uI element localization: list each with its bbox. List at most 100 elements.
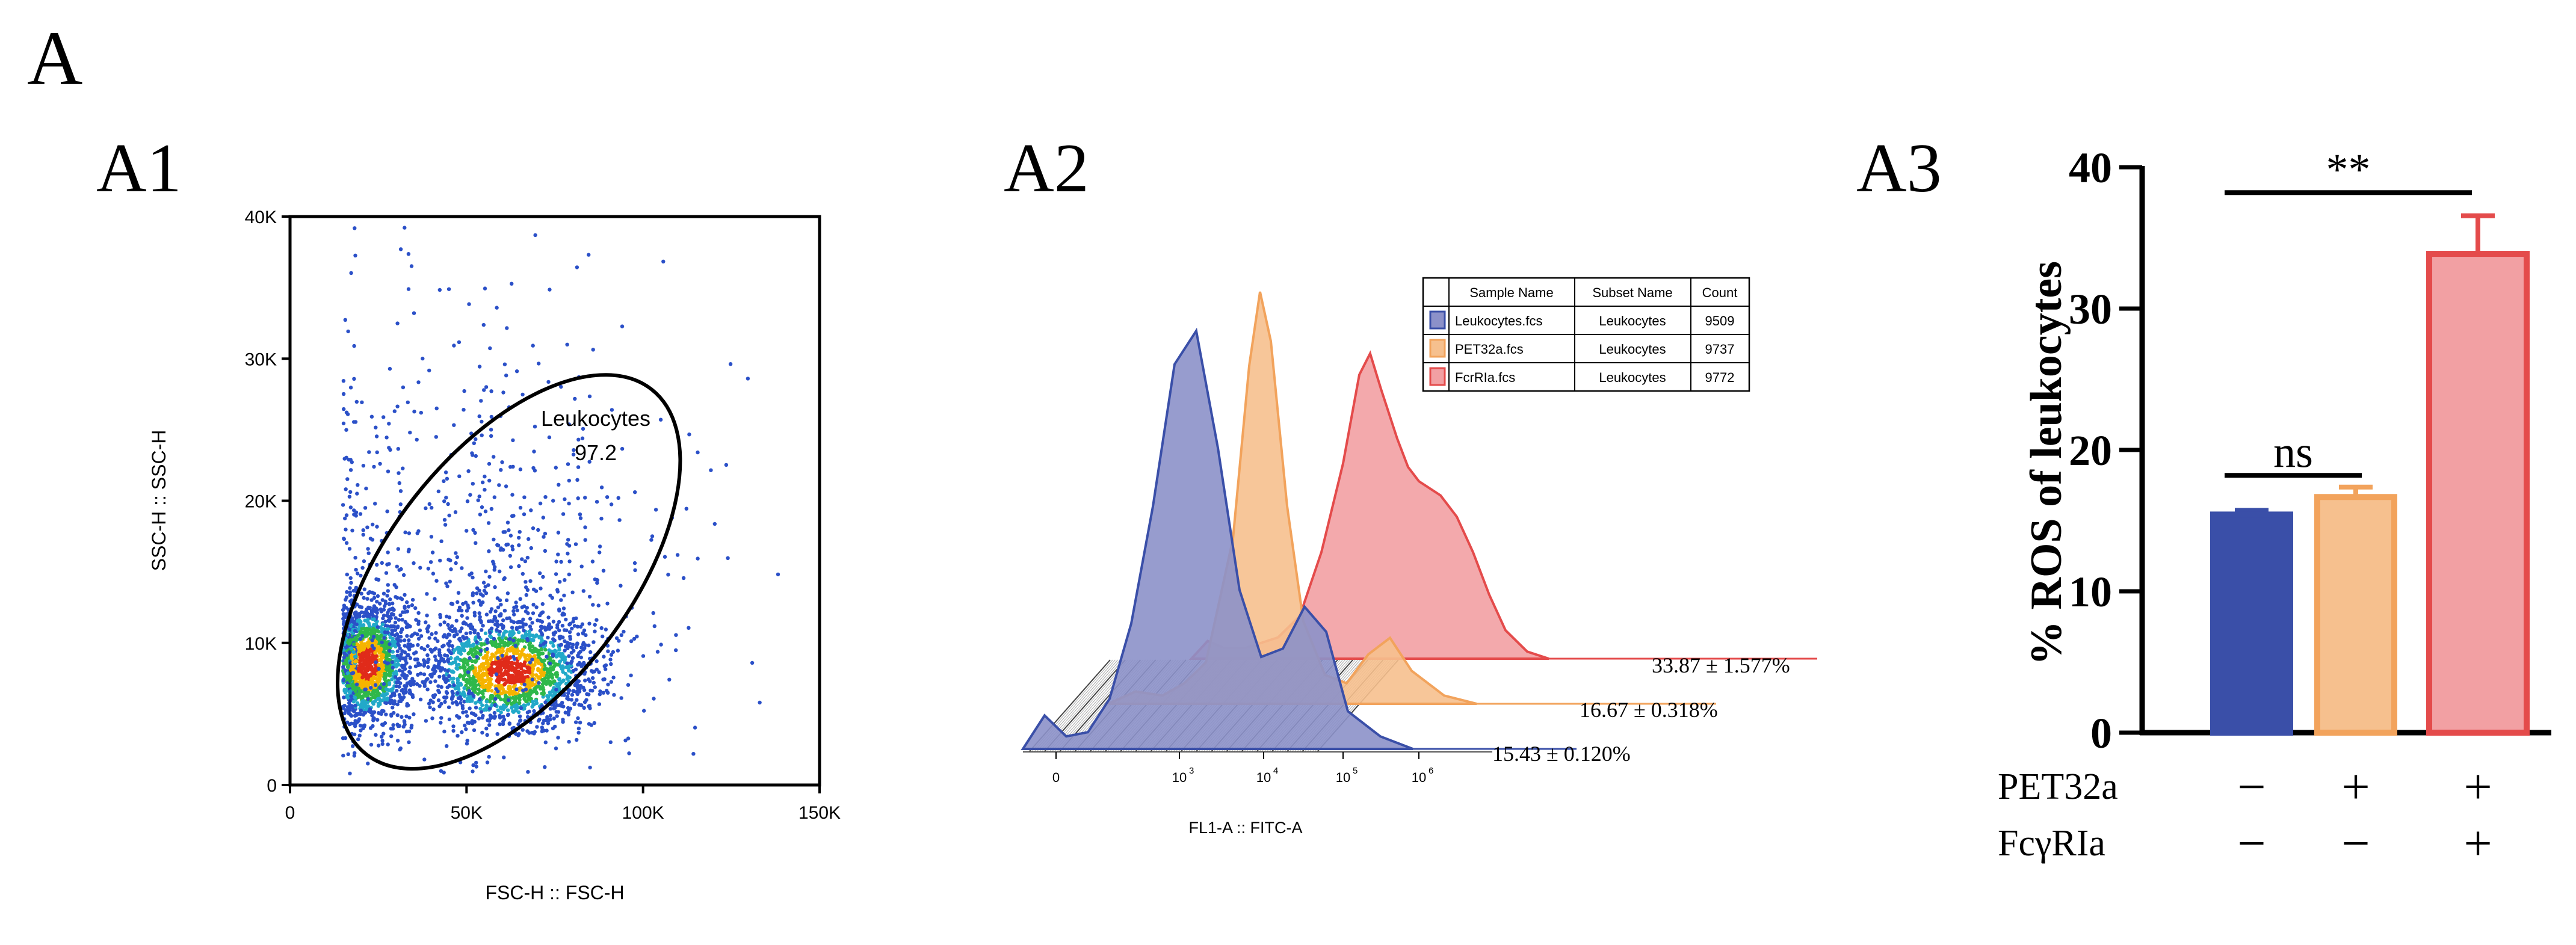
scatter-point [471,642,476,647]
scatter-point [602,654,606,659]
scatter-point [540,602,545,606]
scatter-point [448,558,452,562]
scatter-point [410,603,415,608]
scatter-point [545,715,549,719]
scatter-point [422,672,427,677]
scatter-point [381,415,386,419]
scatter-point [426,567,430,571]
scatter-point [366,627,371,632]
scatter-point [750,660,755,665]
scatter-point [403,226,407,230]
scatter-point [569,651,573,655]
gate-percent: 97.2 [575,440,617,465]
scatter-point [386,627,391,632]
scatter-point [483,585,487,589]
scatter-point [407,623,411,628]
scatter-point [485,659,489,663]
scatter-point [352,664,356,668]
scatter-point [456,734,460,738]
scatter-point [514,605,519,609]
scatter-point [487,549,491,553]
scatter-point [588,688,593,693]
scatter-point [495,732,499,736]
scatter-point [496,605,501,609]
scatter-point [368,590,372,594]
scatter-point [446,502,450,506]
scatter-point [368,537,373,541]
scatter-point [396,547,400,551]
condition-row-label: FcγRIa [1998,823,2105,864]
scatter-y-tick-label: 40K [245,208,277,227]
scatter-point [459,701,463,705]
scatter-point [397,685,401,689]
scatter-point [527,693,532,698]
scatter-point [446,623,450,627]
scatter-point [531,603,536,607]
scatter-point [602,664,607,668]
scatter-point [557,482,561,487]
scatter-point [492,455,496,459]
scatter-point [505,708,510,712]
scatter-point [508,534,513,538]
scatter-point [481,673,486,678]
scatter-point [429,535,434,539]
scatter-point [366,682,371,686]
scatter-point [567,559,572,564]
scatter-point [517,698,522,702]
scatter-y-tick-label: 0 [267,776,277,796]
scatter-point [504,598,509,603]
scatter-point [462,700,466,704]
scatter-point [570,659,574,663]
scatter-point [413,606,418,611]
scatter-point [470,451,474,455]
scatter-point [561,606,566,611]
scatter-point [583,525,587,529]
scatter-point [498,713,502,718]
scatter-point [480,703,484,707]
scatter-point [342,661,346,666]
scatter-point [349,580,353,585]
scatter-point [363,659,367,664]
scatter-point [591,348,595,352]
scatter-point [395,680,399,685]
scatter-point [348,490,353,494]
significance-label: ** [2326,145,2371,194]
scatter-point [349,668,353,673]
scatter-point [531,343,535,348]
scatter-point [566,712,570,717]
scatter-point [430,550,435,555]
scatter-point [467,697,471,702]
scatter-point [543,740,548,745]
scatter-point [593,623,597,627]
scatter-point [471,680,475,685]
scatter-point [520,728,525,732]
scatter-point [566,538,570,542]
scatter-point [530,657,534,662]
scatter-point [474,713,478,718]
scatter-point [572,702,576,706]
scatter-point [480,716,484,720]
scatter-point [412,311,416,315]
scatter-point [431,694,436,698]
scatter-point [433,669,437,674]
scatter-point [570,692,575,697]
scatter-point [472,728,477,733]
scatter-point [451,701,455,705]
scatter-point [563,671,568,676]
scatter-point [501,673,505,677]
scatter-point [466,662,470,667]
scatter-point [352,420,356,424]
scatter-point [434,579,439,583]
scatter-point [492,669,497,673]
scatter-point [428,705,432,710]
scatter-point [449,624,454,629]
scatter-x-tick-label: 0 [285,803,295,823]
scatter-point [573,396,577,401]
scatter-point [520,392,525,397]
scatter-point [436,639,440,644]
scatter-point [556,662,560,667]
scatter-point [425,592,429,596]
scatter-point [451,691,455,695]
scatter-point [490,660,495,665]
scatter-point [361,726,365,731]
